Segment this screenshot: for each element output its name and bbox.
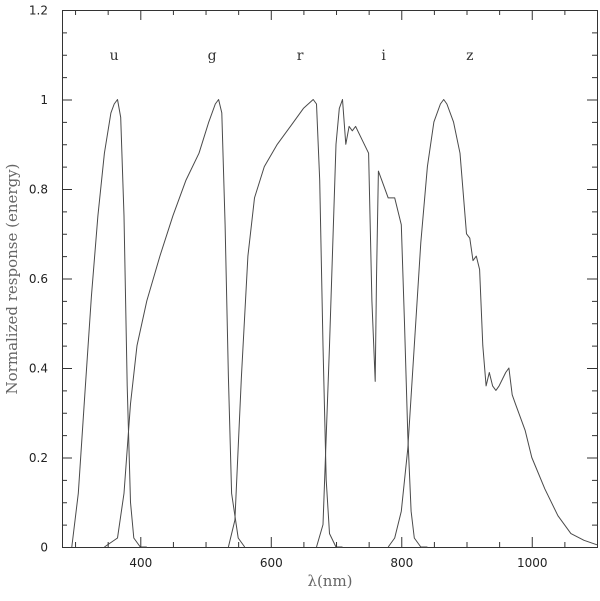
response-curve-4 <box>316 99 428 548</box>
y-tick-label: 0.6 <box>29 272 48 286</box>
plot-frame <box>62 10 598 548</box>
y-tick-label: 1 <box>40 93 48 107</box>
y-tick-label: 0.8 <box>29 183 48 197</box>
x-tick-label: 800 <box>390 556 413 570</box>
x-tick-label: 600 <box>260 556 283 570</box>
x-tick-label: 1000 <box>517 556 548 570</box>
band-label-i: i <box>381 48 386 64</box>
y-tick-label: 0.2 <box>29 451 48 465</box>
band-label-r: r <box>297 48 304 64</box>
response-curve-2 <box>104 99 246 548</box>
x-axis-title: λ(nm) <box>307 572 352 590</box>
y-tick-label: 1.2 <box>29 4 48 18</box>
y-tick-label: 0.4 <box>29 362 48 376</box>
band-label-z: z <box>466 48 473 64</box>
curves-layer <box>71 99 598 548</box>
band-label-u: u <box>110 48 119 64</box>
y-tick-label: 0 <box>40 541 48 555</box>
x-tick-label: 400 <box>129 556 152 570</box>
band-label-g: g <box>208 48 217 64</box>
response-curve-3 <box>227 99 343 548</box>
response-curve-1 <box>71 99 147 548</box>
y-axis-title: Normalized response (energy) <box>3 164 21 395</box>
response-curve-5 <box>387 99 598 548</box>
ticks-layer: 400 600 800 1000 0 0.2 0.4 0.6 0.8 1 1.2 <box>29 4 598 570</box>
